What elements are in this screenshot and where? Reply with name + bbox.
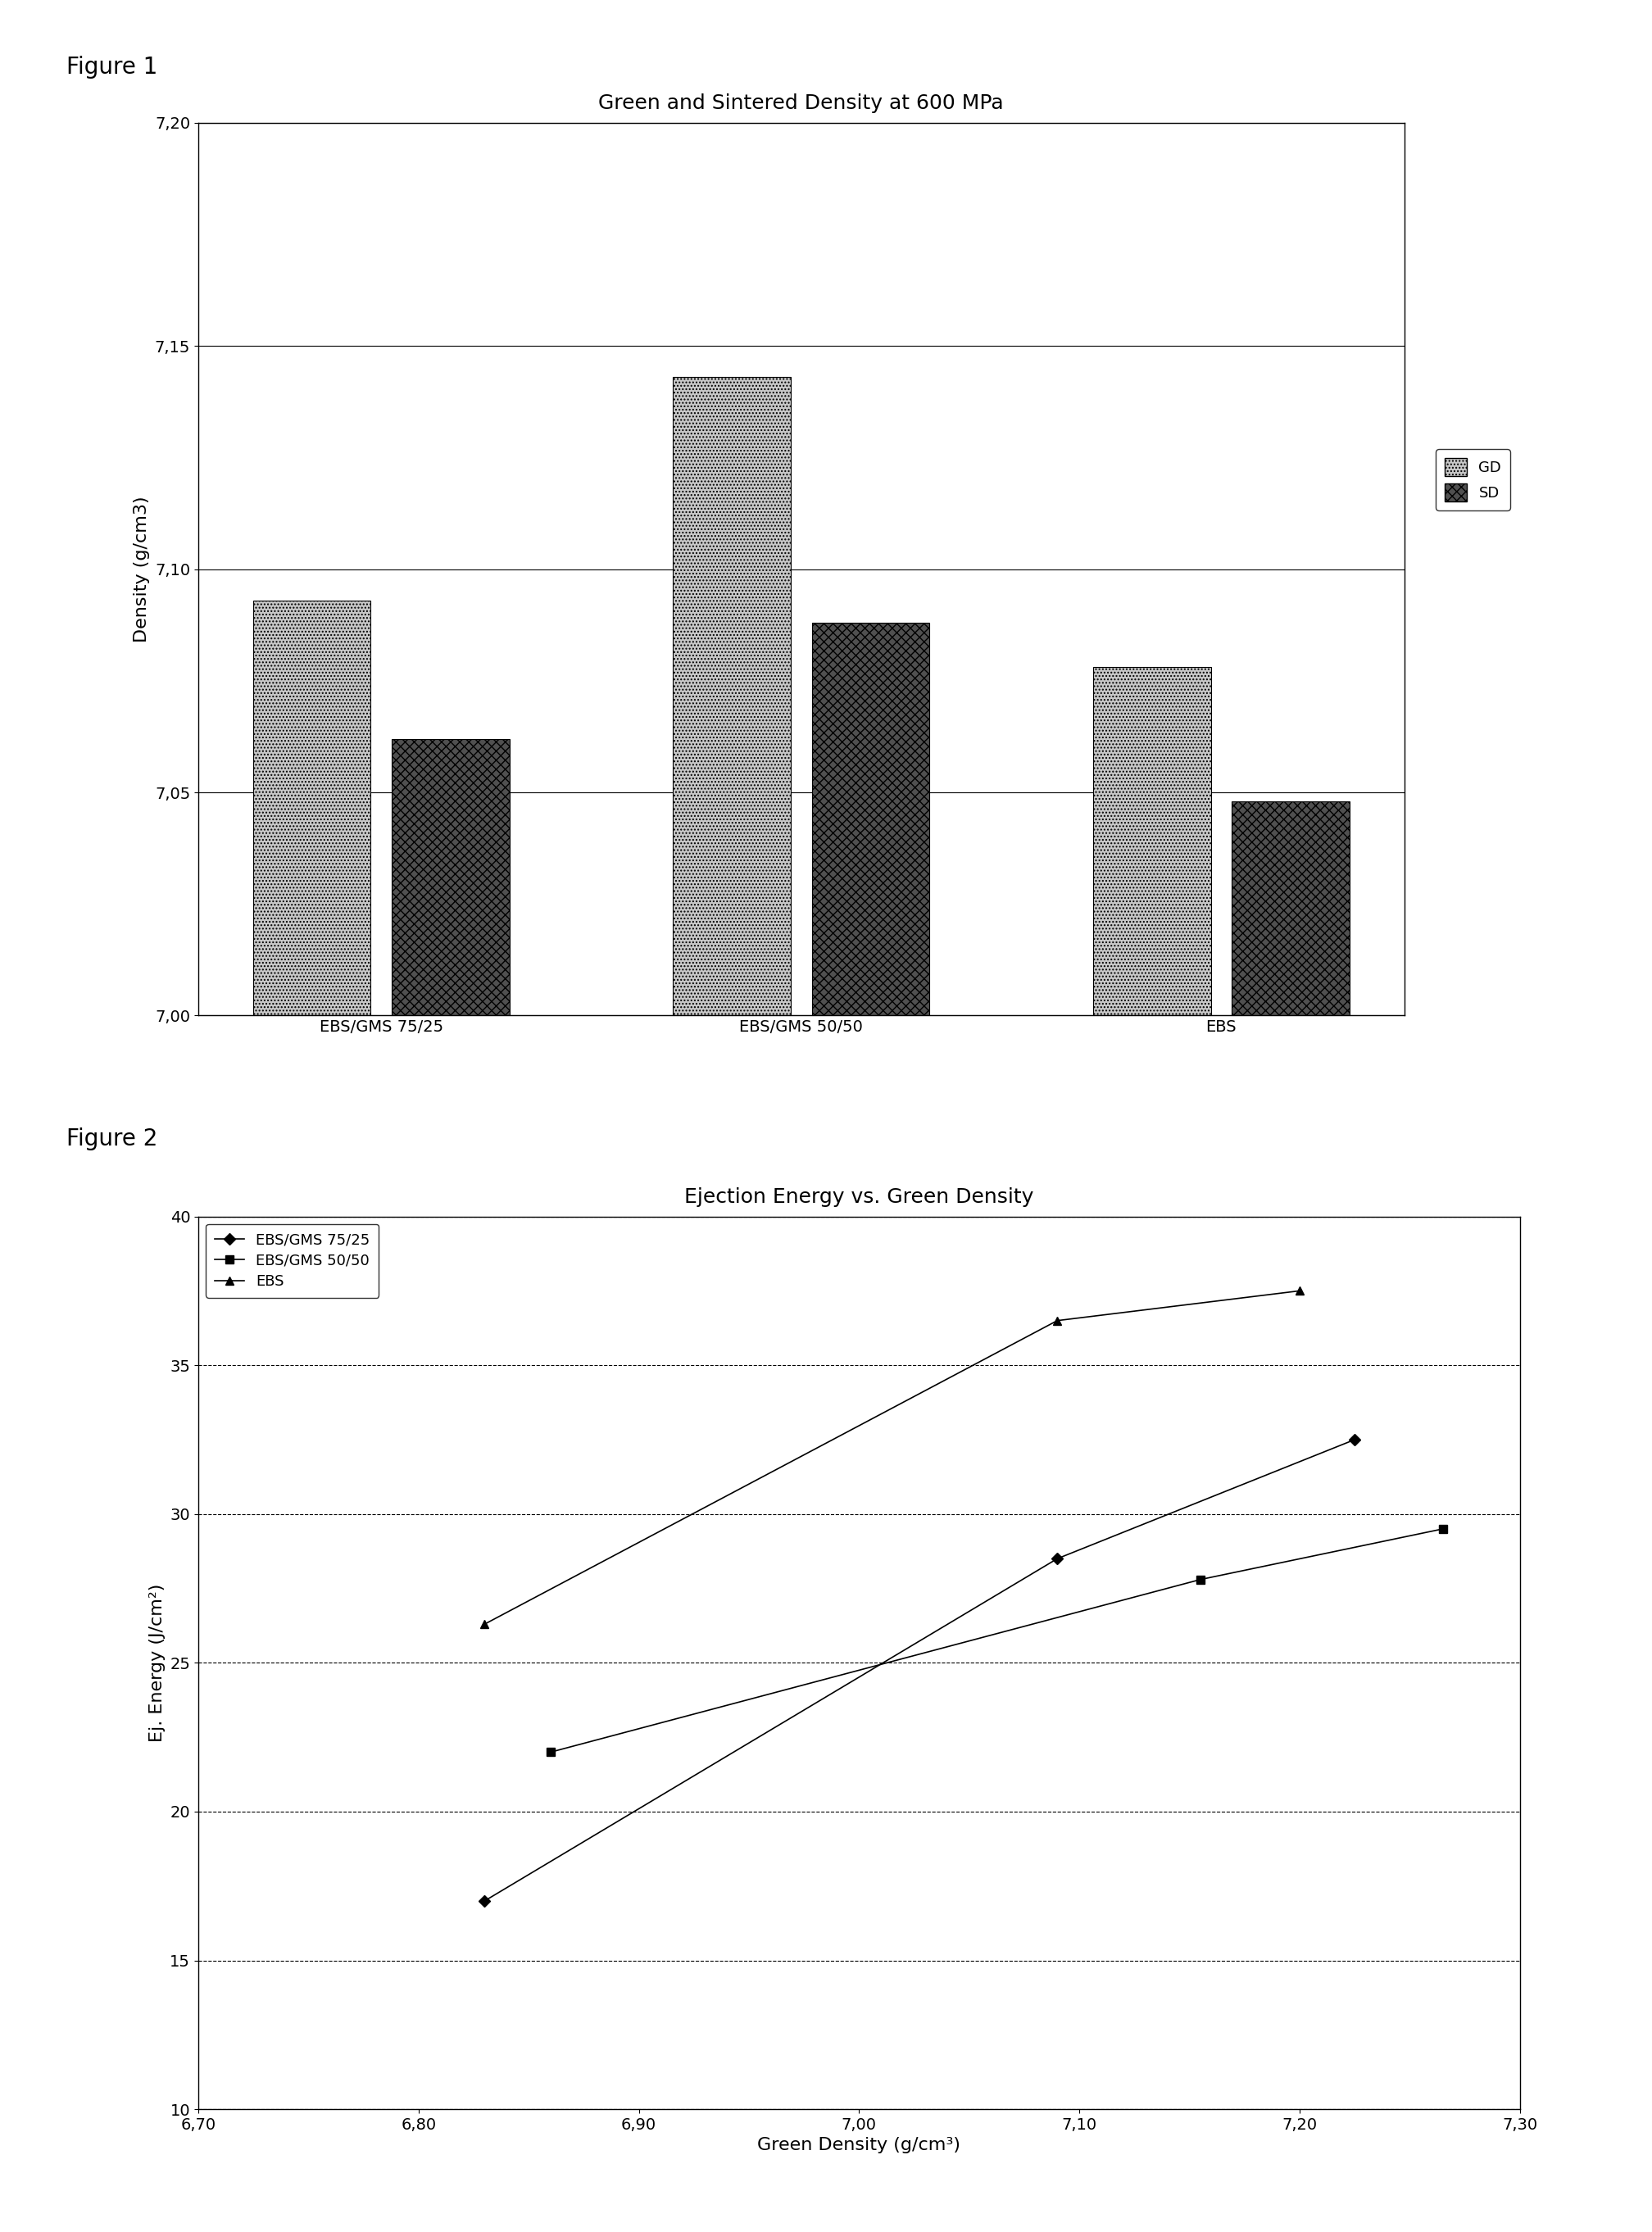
Bar xyxy=(672,377,791,1016)
Text: Figure 2: Figure 2 xyxy=(66,1127,157,1149)
Line: EBS: EBS xyxy=(481,1288,1303,1627)
Y-axis label: Density (g/cm3): Density (g/cm3) xyxy=(134,496,150,643)
EBS/GMS 50/50 xyxy=(540,1739,560,1766)
EBS/GMS 50/50 xyxy=(1191,1567,1211,1594)
EBS/GMS 75/25 xyxy=(1047,1545,1067,1571)
EBS/GMS 50/50 xyxy=(1432,1516,1452,1542)
X-axis label: Green Density (g/cm³): Green Density (g/cm³) xyxy=(757,2138,961,2154)
Line: EBS/GMS 75/25: EBS/GMS 75/25 xyxy=(481,1435,1358,1904)
EBS/GMS 75/25 xyxy=(474,1888,494,1915)
EBS/GMS 75/25 xyxy=(1345,1426,1365,1453)
EBS xyxy=(1290,1277,1310,1303)
Title: Green and Sintered Density at 600 MPa: Green and Sintered Density at 600 MPa xyxy=(598,94,1004,114)
Line: EBS/GMS 50/50: EBS/GMS 50/50 xyxy=(547,1524,1447,1757)
Text: Figure 1: Figure 1 xyxy=(66,56,157,78)
Bar xyxy=(392,739,509,1016)
Legend: GD, SD: GD, SD xyxy=(1436,449,1510,511)
Title: Ejection Energy vs. Green Density: Ejection Energy vs. Green Density xyxy=(684,1187,1034,1208)
Legend: EBS/GMS 75/25, EBS/GMS 50/50, EBS: EBS/GMS 75/25, EBS/GMS 50/50, EBS xyxy=(205,1223,378,1297)
EBS xyxy=(1047,1308,1067,1335)
Bar xyxy=(253,600,370,1016)
EBS xyxy=(474,1612,494,1638)
Bar xyxy=(1094,667,1211,1016)
Bar xyxy=(811,623,930,1016)
Y-axis label: Ej. Energy (J/cm²): Ej. Energy (J/cm²) xyxy=(149,1585,165,1741)
Bar xyxy=(1232,801,1350,1016)
